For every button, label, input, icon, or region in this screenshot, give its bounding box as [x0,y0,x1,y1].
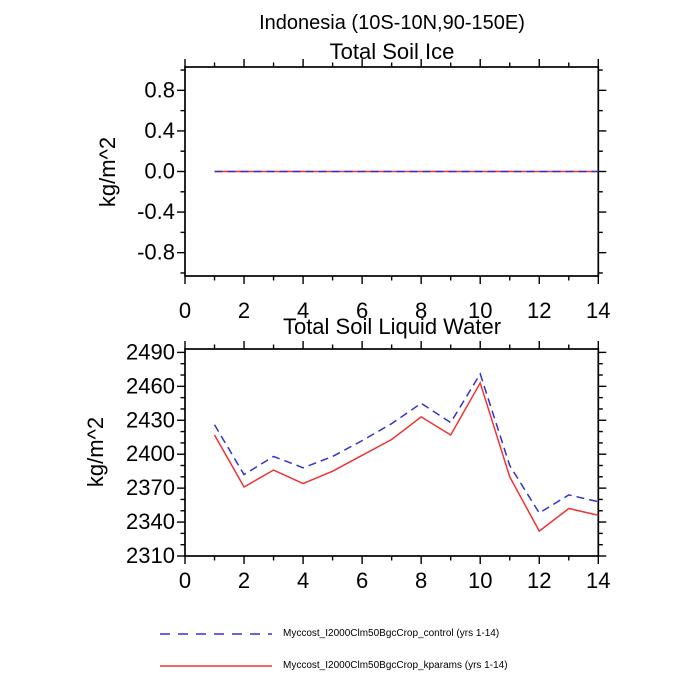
svg-text:10: 10 [468,568,492,593]
svg-text:2310: 2310 [126,543,175,568]
svg-text:0.0: 0.0 [144,159,175,184]
svg-text:14: 14 [586,568,610,593]
main-title: Indonesia (10S-10N,90-150E) [259,12,525,34]
svg-text:2370: 2370 [126,475,175,500]
svg-text:14: 14 [586,298,610,323]
svg-text:-0.8: -0.8 [137,240,175,265]
legend-line-kparams [160,665,272,667]
svg-text:0: 0 [179,298,191,323]
svg-text:2: 2 [238,298,250,323]
svg-text:4: 4 [297,298,309,323]
svg-text:8: 8 [415,298,427,323]
svg-text:2490: 2490 [126,339,175,364]
svg-text:12: 12 [527,568,551,593]
legend-line-control [160,633,272,635]
svg-text:0.4: 0.4 [144,118,175,143]
svg-text:2340: 2340 [126,509,175,534]
svg-text:0.8: 0.8 [144,77,175,102]
svg-text:2460: 2460 [126,373,175,398]
svg-text:2: 2 [238,568,250,593]
svg-text:6: 6 [356,298,368,323]
svg-text:4: 4 [297,568,309,593]
svg-text:6: 6 [356,568,368,593]
svg-text:8: 8 [415,568,427,593]
soil-liquid-water-chart-title: Total Soil Liquid Water [282,314,502,339]
svg-text:12: 12 [527,298,551,323]
svg-text:-0.4: -0.4 [137,199,175,224]
legend-label-control: Myccost_I2000Clm50BgcCrop_control (yrs 1… [283,628,500,639]
svg-text:2400: 2400 [126,441,175,466]
svg-text:2430: 2430 [126,407,175,432]
legend-label-kparams: Myccost_I2000Clm50BgcCrop_kparams (yrs 1… [283,660,508,671]
soil-ice-chart-title: Total Soil Ice [329,39,455,64]
svg-text:10: 10 [468,298,492,323]
svg-text:0: 0 [179,568,191,593]
